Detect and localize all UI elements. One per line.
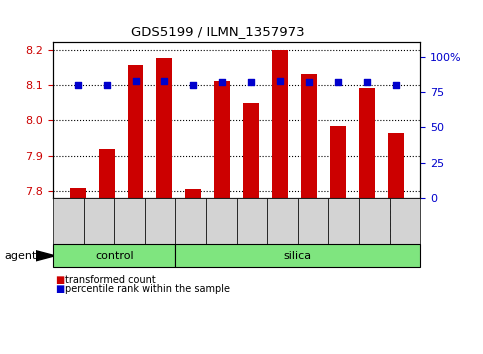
Bar [243, 103, 259, 198]
Point [305, 79, 313, 85]
Point [276, 78, 284, 84]
Polygon shape [36, 251, 55, 261]
Bar [156, 58, 172, 198]
Point [363, 79, 370, 85]
Point [189, 82, 197, 88]
Text: GDS5199 / ILMN_1357973: GDS5199 / ILMN_1357973 [130, 25, 304, 38]
Bar [272, 50, 288, 198]
Text: agent: agent [5, 251, 37, 261]
Point [132, 78, 140, 84]
Bar [330, 126, 346, 198]
Bar [128, 65, 143, 198]
Text: ■: ■ [56, 284, 65, 293]
Point [247, 79, 255, 85]
Point [74, 82, 82, 88]
Text: transformed count: transformed count [65, 275, 156, 285]
Text: percentile rank within the sample: percentile rank within the sample [65, 284, 230, 293]
Bar [359, 88, 375, 198]
Text: control: control [95, 251, 134, 261]
Bar [388, 133, 403, 198]
Bar [185, 189, 201, 198]
Text: silica: silica [284, 251, 312, 261]
Bar [214, 81, 230, 198]
Bar [99, 149, 114, 198]
Text: ■: ■ [56, 275, 65, 285]
Bar [70, 188, 85, 198]
Point [392, 82, 399, 88]
Point [218, 79, 226, 85]
Bar [301, 74, 317, 198]
Point [103, 82, 111, 88]
Point [160, 78, 168, 84]
Point [334, 79, 341, 85]
